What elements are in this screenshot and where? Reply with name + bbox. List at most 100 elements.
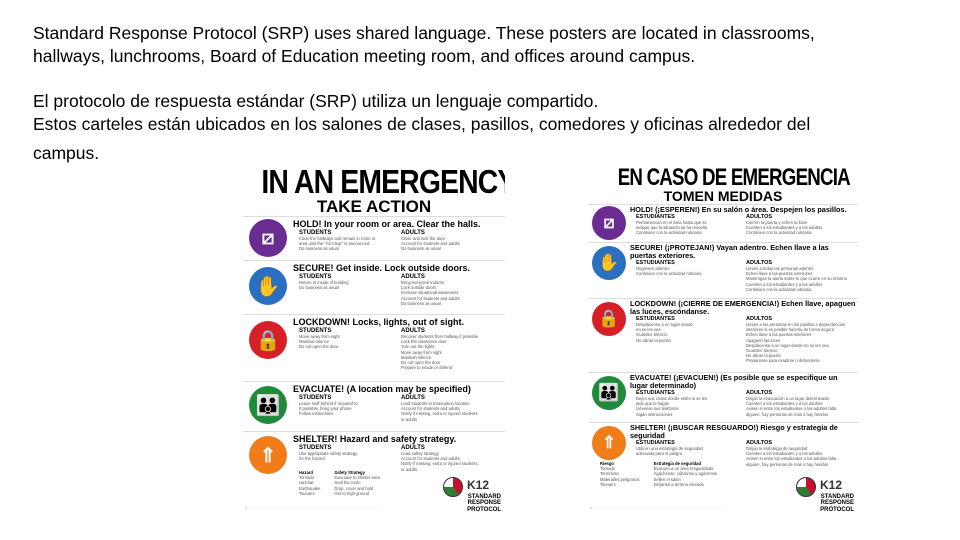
section-heading: HOLD! (¡ESPEREN!) En su salón o área. De…	[630, 205, 847, 214]
instruction-item: Desplácense a un lugar donde no se les v…	[746, 342, 829, 348]
adults-label: ADULTS	[401, 395, 425, 401]
instruction-item: Clear the hallways and remain in room or	[299, 236, 376, 241]
instruction-item: Return to inside of building	[299, 280, 349, 285]
instruction-item: Bring everyone indoors	[401, 280, 445, 285]
instruction-item: Lleven a las personas en los pasillos a …	[746, 322, 845, 327]
instruction-item: Permanezcan en el área hasta que se	[636, 220, 707, 225]
logo-subtitle: STANDARD RESPONSE PROTOCOL	[467, 493, 501, 513]
srp-logo: K12 STANDARD RESPONSE PROTOCOL	[792, 477, 854, 513]
poster-copyright: © ······································…	[245, 506, 381, 510]
poster-spanish: EN CASO DE EMERGENCIA TOMEN MEDIDAS ⧄ HOL…	[588, 166, 858, 516]
instruction-item: Prepárense para evadirse o defenderse	[746, 358, 820, 364]
intro-es-line-2: Estos carteles están ubicados en los sal…	[33, 114, 811, 134]
instruction-item: Sigan instrucciones	[636, 411, 673, 417]
instruction-item: no se les vea	[636, 327, 661, 333]
instruction-item: Continúen con la actividad rutinaria	[746, 286, 812, 292]
intro-spanish: El protocolo de respuesta estándar (SRP)…	[33, 90, 933, 165]
instruction-item: Do business as usual	[299, 285, 339, 291]
adults-label: ADULTOS	[746, 260, 773, 266]
instruction-item: Dirijan la evacuación a un lugar determi…	[746, 396, 829, 401]
students-column: STUDENTS Leave stuff behind if required t…	[299, 395, 401, 422]
instruction-item: for the hazard	[299, 456, 325, 462]
instruction-item: Follow instructions	[299, 411, 334, 417]
instruction-item: pide que lo hagan	[636, 401, 670, 407]
hold-door-icon: ⧄	[592, 206, 626, 240]
section-lockdown: 🔒 LOCKDOWN! Locks, lights, out of sight. S…	[243, 314, 505, 370]
section-columns: STUDENTS Clear the hallways and remain in…	[299, 230, 503, 252]
instruction-item: If possible, bring your phone	[299, 406, 352, 412]
hazard-item: Evacuen a un área resguardada	[653, 466, 714, 472]
poster-subtitle: TAKE ACTION	[316, 197, 432, 216]
section-columns: STUDENTS Leave stuff behind if required t…	[299, 395, 503, 422]
instruction-item: Dejen sus cosas donde estén si se les	[636, 396, 708, 401]
instruction-item: Cuenten a los estudiantes y a los adulto…	[746, 281, 823, 287]
instruction-item: Guarden silencio	[636, 332, 668, 338]
strategies-column: Estrategia de seguridad Evacuen a un área…	[654, 461, 718, 487]
instruction-item: Do business as usual	[401, 246, 441, 252]
lockdown-padlock-icon: 🔒	[592, 302, 626, 336]
instruction-item: Cuenten a los estudiantes y a los adulto…	[746, 401, 823, 407]
instruction-item: Echen llave a las puertas interiores	[746, 332, 812, 338]
adults-label: ADULTS	[401, 230, 425, 236]
adults-column: ADULTS Close and lock the door Account for…	[401, 230, 503, 252]
instruction-item: Continúen con la actividad rutinaria	[636, 230, 702, 236]
section-secure: ✋ SECURE! (¡PROTEJAN!) Vayan adentro. Ech…	[588, 242, 858, 292]
instruction-item: No abran la puerta	[746, 353, 781, 359]
adults-column: ADULTOS Lleven a todas las personas adent…	[746, 260, 856, 292]
logo-text: K12	[820, 478, 843, 492]
instruction-item: Recover students from hallway if possibl…	[401, 334, 479, 339]
instruction-item: adecuada para el peligro	[636, 451, 683, 457]
hazard-item: Seal the room	[334, 480, 361, 486]
instruction-item: Echen llave a las puertas exteriores	[746, 271, 813, 277]
intro-english: Standard Response Protocol (SRP) uses sh…	[33, 22, 933, 68]
instruction-item: Account for students and adults	[401, 456, 460, 462]
section-secure: ✋ SECURE! Get inside. Lock outside doors.…	[243, 260, 505, 306]
adults-column: ADULTS Recover students from hallway if p…	[401, 328, 503, 370]
students-label: ESTUDIANTES	[636, 316, 675, 322]
section-columns: STUDENTS Return to inside of building Do b…	[299, 274, 503, 306]
hazards-header: Riesgo	[600, 461, 614, 466]
intro-en-line-2: hallways, lunchrooms, Board of Education…	[33, 46, 696, 66]
section-heading: LOCKDOWN! Locks, lights, out of sight.	[293, 317, 464, 327]
students-column: ESTUDIANTES Desplácense a un lugar donde n…	[636, 316, 746, 364]
lockdown-padlock-icon: 🔒	[249, 321, 287, 359]
hazards-column: Hazard Tornado Hazmat Earthquake Tsunami	[299, 470, 320, 496]
instruction-item: Llévense sus teléfonos	[636, 406, 679, 412]
adults-column: ADULTS Bring everyone indoors Lock outside…	[401, 274, 503, 306]
hazard-item: Hazmat	[299, 480, 314, 486]
section-heading: SECURE! (¡PROTEJAN!) Vayan adentro. Eche…	[630, 243, 829, 260]
instruction-item: Do business as usual	[299, 246, 339, 252]
instruction-item: alguien, hay personas de más o hay herid…	[746, 461, 829, 467]
section-shelter: ⇑ SHELTER! (¡BUSCAR RESGUARDO!) Riesgo y …	[588, 422, 858, 487]
instruction-item: Dirijan la estrategia de seguridad	[746, 446, 808, 451]
section-heading: SECURE! Get inside. Lock outside doors.	[293, 263, 471, 273]
instruction-item: Lead safety strategy	[401, 451, 439, 456]
instruction-item: Regresen adentro	[636, 266, 670, 271]
instruction-item: Close and lock the door	[401, 236, 445, 241]
students-label: ESTUDIANTES	[636, 390, 675, 396]
instruction-item: Prepare to evade or defend	[401, 365, 452, 371]
students-column: ESTUDIANTES Regresen adentro Continúen con…	[636, 260, 746, 292]
students-column: ESTUDIANTES Dejen sus cosas donde estén s…	[636, 390, 746, 417]
section-evacuate: 👪 EVACUATE! (¡EVACUEN!) (Es posible que s…	[588, 372, 858, 417]
instruction-item: or adults	[401, 416, 418, 422]
students-label: STUDENTS	[299, 230, 332, 236]
instruction-item: Avisen si entre los estudiantes o los ad…	[746, 406, 837, 412]
instruction-item: Do not open the door	[401, 360, 441, 366]
shelter-person-icon: ⇑	[592, 426, 626, 460]
section-heading: LOCKDOWN! (¡CIERRE DE EMERGENCIA!) Echen…	[630, 299, 856, 316]
instruction-item: Move away from sight	[299, 334, 340, 339]
students-column: STUDENTS Use appropriate safety strategy f…	[299, 445, 401, 472]
hazard-item: Terremoto	[600, 471, 619, 477]
instruction-item: Lock outside doors	[401, 285, 437, 291]
instruction-item: Mantengan la alerta sobre lo que ocurre …	[746, 276, 848, 282]
section-heading: EVACUATE! (¡EVACUEN!) (Es posible que se…	[630, 373, 838, 390]
instruction-item: Maintain silence	[401, 354, 432, 360]
section-columns: ESTUDIANTES Desplácense a un lugar donde n…	[636, 316, 856, 364]
students-column: ESTUDIANTES Utilicen una estrategia de se…	[636, 440, 746, 467]
instruction-item: Turn out the lights	[401, 344, 435, 350]
section-columns: STUDENTS Use appropriate safety strategy f…	[299, 445, 503, 472]
intro-es-line-3: campus.	[33, 143, 100, 163]
hazard-item: Get to high ground	[334, 490, 370, 496]
instruction-item: alguien, hay personas de más o hay herid…	[746, 411, 829, 417]
